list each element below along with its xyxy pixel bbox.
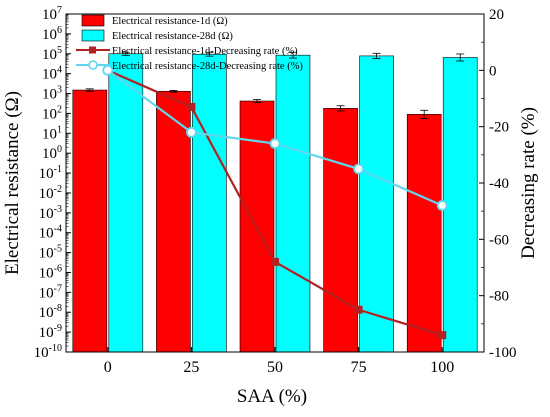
legend-item: Electrical resistance-1d (Ω) xyxy=(81,14,228,27)
bar-1d-100 xyxy=(406,114,442,353)
right-tick-label: 0 xyxy=(489,63,497,79)
bar-28d-100 xyxy=(442,57,478,353)
legend-swatch xyxy=(81,14,105,27)
x-tick-label: 0 xyxy=(104,359,112,376)
x-axis-ticks: 0 25 50 75 100 xyxy=(104,347,454,376)
left-tick-label: 10-7 xyxy=(39,283,62,301)
left-tick-label: 104 xyxy=(42,65,62,83)
left-tick-label: 102 xyxy=(42,104,62,122)
point-28d-rate-75 xyxy=(353,163,365,175)
x-tick-label: 75 xyxy=(351,359,367,376)
left-tick-label: 10-6 xyxy=(39,263,62,281)
right-tick-label: -100 xyxy=(489,345,517,361)
legend-marker xyxy=(88,60,98,70)
left-tick-label: 10-3 xyxy=(39,204,62,222)
x-tick-label: 50 xyxy=(267,359,283,376)
point-28d-rate-100 xyxy=(436,200,448,211)
left-tick-label: 10-10 xyxy=(34,343,62,361)
left-tick-label: 105 xyxy=(42,45,62,63)
right-tick-label: 20 xyxy=(489,7,504,23)
legend-label: Electrical resistance-28d (Ω) xyxy=(112,31,233,42)
y-axis-right-label: Decreasing rate (%) xyxy=(518,107,539,259)
legend-label: Electrical resistance-28d-Decreasing rat… xyxy=(112,61,303,72)
legend-item: Electrical resistance-1d-Decreasing rate… xyxy=(76,46,298,57)
right-tick-label: -20 xyxy=(489,120,509,136)
bar-28d-50 xyxy=(275,54,311,353)
bar-28d-75 xyxy=(359,55,394,353)
left-tick-label: 10-5 xyxy=(39,244,62,262)
lines-layer xyxy=(102,64,448,340)
left-tick-label: 10-8 xyxy=(39,303,62,321)
left-tick-label: 107 xyxy=(42,5,62,23)
bar-1d-75 xyxy=(323,108,358,353)
left-tick-label: 100 xyxy=(42,144,62,162)
bar-28d-25 xyxy=(192,53,227,353)
legend-label: Electrical resistance-1d (Ω) xyxy=(112,16,228,27)
point-1d-rate-75 xyxy=(354,305,363,314)
point-28d-rate-0 xyxy=(102,64,114,76)
legend: Electrical resistance-1d (Ω) Electrical r… xyxy=(76,14,303,72)
y-axis-left-label: Electrical resistance (Ω) xyxy=(2,91,23,275)
right-tick-label: -60 xyxy=(489,232,509,248)
bar-1d-25 xyxy=(156,90,191,353)
point-1d-rate-25 xyxy=(187,102,196,111)
legend-label: Electrical resistance-1d-Decreasing rate… xyxy=(112,46,298,57)
x-tick-label: 100 xyxy=(430,359,454,376)
point-1d-rate-100 xyxy=(438,331,447,340)
right-tick-label: -40 xyxy=(489,176,509,192)
left-tick-label: 10-1 xyxy=(39,164,62,182)
x-tick-label: 25 xyxy=(183,359,199,376)
left-tick-label: 10-4 xyxy=(39,224,62,242)
right-axis-ticks: 20 0 -20 -40 -60 -80 -100 xyxy=(479,7,517,361)
bar-28d-0 xyxy=(108,53,144,353)
bar-1d-0 xyxy=(72,89,108,353)
bars-layer xyxy=(72,51,478,353)
left-tick-label: 101 xyxy=(42,124,62,142)
point-28d-rate-50 xyxy=(269,138,281,149)
left-tick-label: 10-9 xyxy=(39,323,62,341)
legend-swatch xyxy=(81,29,105,42)
x-axis-label: SAA (%) xyxy=(237,386,307,407)
point-28d-rate-25 xyxy=(185,126,197,138)
point-1d-rate-50 xyxy=(271,257,279,266)
legend-item: Electrical resistance-28d (Ω) xyxy=(81,29,233,42)
left-tick-label: 103 xyxy=(42,85,62,103)
left-tick-label: 10-2 xyxy=(39,184,62,202)
legend-item: Electrical resistance-28d-Decreasing rat… xyxy=(76,60,303,72)
legend-marker xyxy=(89,46,96,54)
right-tick-label: -80 xyxy=(489,289,509,305)
left-tick-label: 106 xyxy=(42,25,62,43)
